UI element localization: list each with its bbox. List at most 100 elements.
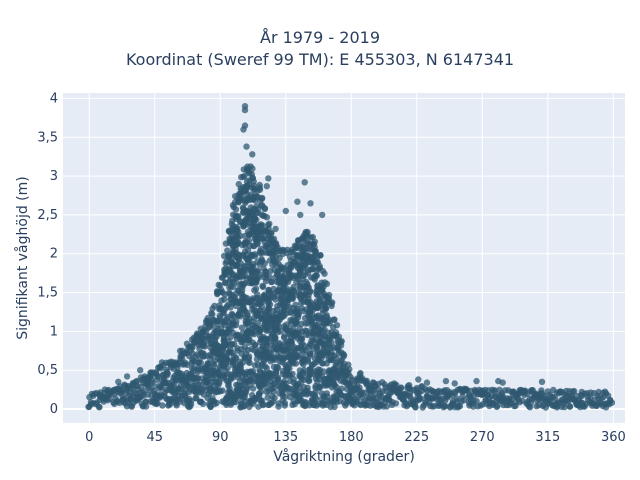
data-point	[312, 248, 319, 255]
data-point	[381, 381, 388, 388]
data-point-outlier	[415, 376, 422, 383]
data-point	[283, 321, 290, 328]
data-point	[278, 295, 285, 303]
data-point	[383, 403, 390, 410]
data-point	[320, 368, 328, 375]
data-point	[298, 335, 305, 342]
data-point	[313, 272, 320, 279]
data-point	[332, 355, 340, 362]
data-point	[245, 237, 253, 244]
data-point	[216, 379, 223, 387]
data-point	[209, 311, 216, 318]
data-point-outlier	[182, 349, 189, 357]
data-point-outlier	[262, 242, 269, 250]
y-tick-label: 1	[50, 324, 58, 339]
data-point	[248, 170, 255, 178]
data-point	[397, 385, 404, 392]
data-point	[261, 205, 269, 213]
chart-title-line1: År 1979 - 2019	[260, 28, 380, 47]
x-tick-label: 135	[273, 430, 298, 445]
data-point	[325, 294, 332, 302]
data-point	[288, 264, 295, 271]
data-point	[253, 216, 260, 224]
data-point-outlier	[115, 378, 122, 385]
axis-ticks: 0 45 90 135 180 225 270 315 360 0 0,5 1 1,5 2 2,5 3 3,5 4	[37, 91, 625, 445]
data-point	[323, 280, 331, 287]
data-point	[249, 165, 256, 172]
data-point	[266, 220, 273, 227]
data-point	[333, 322, 341, 329]
data-point	[169, 382, 176, 389]
data-point	[142, 403, 150, 410]
data-point	[241, 173, 248, 180]
data-point-outlier	[301, 179, 308, 186]
data-point	[239, 359, 247, 366]
data-point	[219, 387, 226, 394]
data-point	[155, 373, 162, 380]
data-point	[268, 278, 275, 285]
data-point	[353, 396, 360, 404]
data-point-outlier	[158, 359, 166, 366]
data-point	[261, 260, 268, 267]
data-point	[258, 303, 266, 310]
data-point	[266, 301, 274, 308]
x-tick-label: 360	[601, 430, 626, 445]
data-point	[323, 390, 330, 397]
data-point	[199, 400, 207, 407]
x-tick-label: 270	[470, 430, 495, 445]
data-point	[302, 327, 309, 334]
data-point	[392, 400, 400, 407]
x-axis-title: Vågriktning (grader)	[273, 448, 415, 465]
x-tick-label: 0	[85, 430, 93, 445]
data-point-outlier	[538, 378, 546, 385]
data-point	[245, 353, 253, 360]
data-point	[151, 383, 158, 390]
data-point-outlier	[284, 246, 291, 253]
data-point	[301, 261, 309, 269]
data-point-outlier	[240, 126, 247, 133]
x-tick-label: 90	[212, 430, 229, 445]
data-point-outlier	[265, 175, 272, 182]
data-point	[311, 238, 318, 245]
data-point	[305, 377, 312, 385]
data-point-outlier	[451, 380, 458, 387]
data-point	[256, 186, 264, 193]
data-point	[148, 377, 155, 384]
data-point	[249, 385, 257, 392]
data-point	[246, 359, 253, 366]
data-point	[282, 393, 289, 401]
data-point	[268, 349, 275, 357]
data-point	[201, 343, 209, 350]
data-point	[263, 214, 271, 221]
data-point	[96, 404, 103, 411]
data-point	[340, 353, 347, 360]
data-point	[321, 270, 328, 277]
data-point	[322, 305, 330, 313]
data-point	[189, 344, 196, 351]
data-point	[346, 366, 353, 373]
data-point	[287, 320, 295, 328]
data-point-outlier	[263, 183, 270, 190]
data-point	[286, 365, 293, 372]
data-point	[255, 274, 262, 282]
data-point	[473, 398, 480, 405]
data-point	[164, 370, 171, 377]
data-point	[491, 387, 498, 394]
data-point-outlier	[241, 106, 249, 114]
data-point-outlier	[249, 151, 256, 158]
data-point	[462, 385, 470, 393]
data-point	[607, 397, 614, 404]
data-point	[258, 194, 266, 202]
data-point	[442, 403, 449, 410]
data-point	[275, 403, 282, 410]
data-point	[569, 388, 576, 395]
data-point	[272, 334, 279, 341]
data-point	[493, 403, 500, 411]
data-point	[262, 363, 269, 370]
data-point	[241, 394, 248, 401]
data-point-outlier	[319, 211, 326, 219]
data-point	[280, 378, 288, 385]
data-point	[357, 369, 364, 377]
data-point	[197, 359, 204, 367]
y-tick-label: 4	[50, 91, 58, 106]
